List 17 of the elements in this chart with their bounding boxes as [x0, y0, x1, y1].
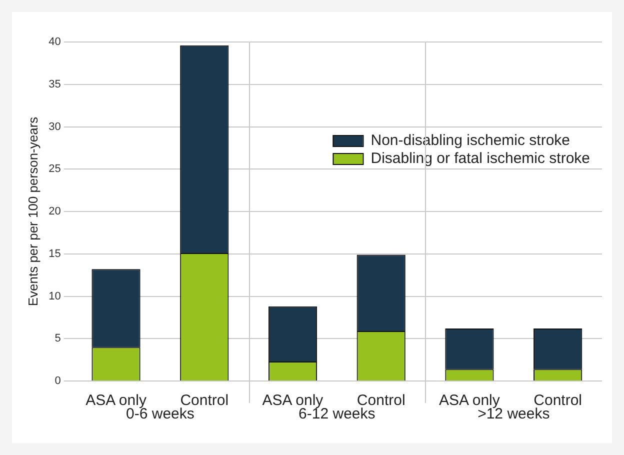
legend-label: Non-disabling ischemic stroke: [370, 132, 570, 150]
y-tick-label: 0: [54, 375, 61, 388]
y-tick-label: 5: [54, 332, 61, 345]
y-axis-title: Events per per 100 person-years: [25, 116, 40, 306]
y-tick-label: 35: [48, 78, 61, 90]
x-tick-label: Control: [356, 392, 406, 410]
y-tick-label: 15: [48, 248, 61, 260]
legend-label: Disabling or fatal ischemic stroke: [370, 150, 590, 168]
x-tick-label: ASA only: [262, 392, 324, 410]
x-tick-label: Control: [534, 392, 582, 410]
x-tick-label: ASA only: [439, 392, 500, 410]
y-tick-label: 40: [48, 36, 61, 48]
y-tick-label: 30: [48, 120, 61, 133]
y-tick-label: 20: [48, 206, 61, 218]
y-tick-label: 25: [48, 163, 61, 176]
y-tick-label: 10: [48, 290, 61, 302]
x-tick-label: ASA only: [86, 392, 147, 410]
